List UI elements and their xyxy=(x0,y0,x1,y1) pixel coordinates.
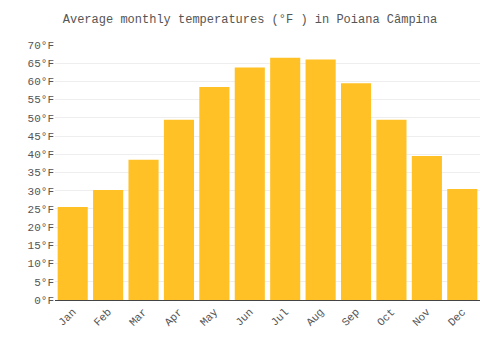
svg-text:60°F: 60°F xyxy=(28,76,54,88)
svg-text:45°F: 45°F xyxy=(28,131,54,143)
svg-text:Nov: Nov xyxy=(410,306,433,329)
svg-text:Mar: Mar xyxy=(127,306,149,328)
svg-text:0°F: 0°F xyxy=(34,295,54,307)
svg-text:Aug: Aug xyxy=(304,306,326,328)
svg-text:Jan: Jan xyxy=(56,306,78,328)
svg-text:40°F: 40°F xyxy=(28,149,54,161)
svg-text:55°F: 55°F xyxy=(28,94,54,106)
svg-text:Jul: Jul xyxy=(269,306,291,328)
svg-text:70°F: 70°F xyxy=(28,40,54,52)
svg-text:Jun: Jun xyxy=(233,306,255,328)
svg-text:Average monthly temperatures (: Average monthly temperatures (°F ) in Po… xyxy=(63,13,437,27)
svg-text:May: May xyxy=(198,306,221,329)
svg-text:15°F: 15°F xyxy=(28,240,54,252)
svg-text:Oct: Oct xyxy=(375,306,397,328)
svg-text:Dec: Dec xyxy=(446,306,468,328)
svg-text:Feb: Feb xyxy=(92,306,114,328)
svg-text:10°F: 10°F xyxy=(28,258,54,270)
svg-text:20°F: 20°F xyxy=(28,222,54,234)
svg-text:Sep: Sep xyxy=(340,306,362,328)
svg-text:Apr: Apr xyxy=(162,306,184,328)
svg-text:5°F: 5°F xyxy=(34,277,54,289)
svg-text:35°F: 35°F xyxy=(28,167,54,179)
svg-text:65°F: 65°F xyxy=(28,58,54,70)
svg-text:30°F: 30°F xyxy=(28,186,54,198)
svg-text:25°F: 25°F xyxy=(28,204,54,216)
svg-text:50°F: 50°F xyxy=(28,113,54,125)
